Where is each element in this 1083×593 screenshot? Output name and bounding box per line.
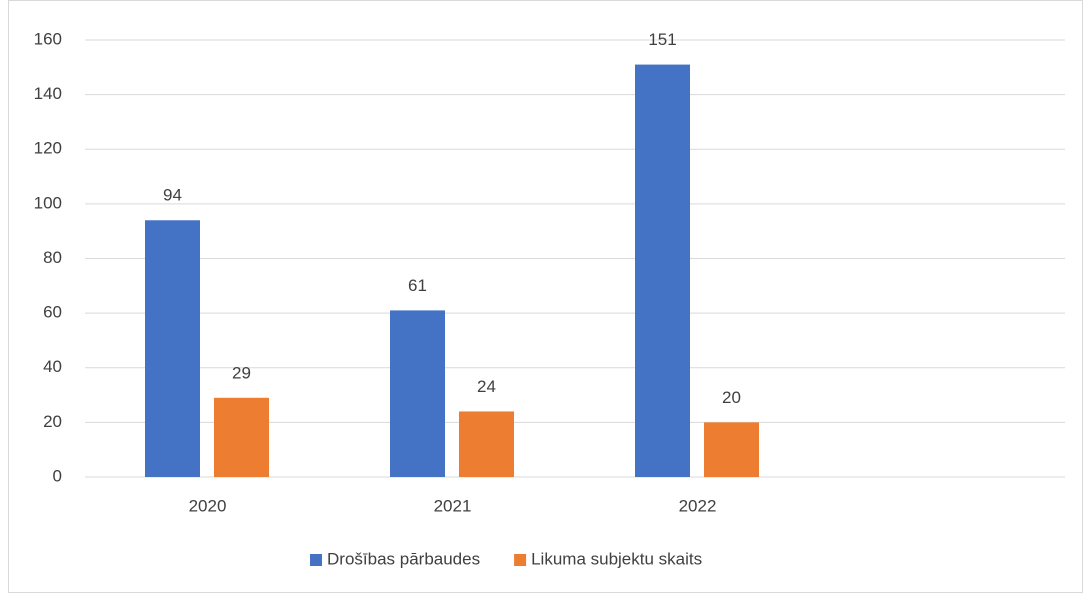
x-tick-label: 2022 <box>679 496 717 515</box>
y-tick-label: 120 <box>34 139 62 158</box>
bar <box>704 422 759 477</box>
y-tick-label: 20 <box>43 412 62 431</box>
y-tick-label: 160 <box>34 29 62 48</box>
y-tick-label: 140 <box>34 84 62 103</box>
data-label: 61 <box>408 276 427 295</box>
x-tick-label: 2021 <box>434 496 472 515</box>
data-label: 24 <box>477 377 496 396</box>
y-tick-label: 40 <box>43 357 62 376</box>
x-tick-label: 2020 <box>189 496 227 515</box>
data-label: 94 <box>163 186 182 205</box>
bar <box>459 411 514 477</box>
data-label: 29 <box>232 363 251 382</box>
legend-label: Likuma subjektu skaits <box>531 549 702 568</box>
bar <box>635 64 690 478</box>
bar <box>390 310 445 477</box>
bar <box>214 397 269 477</box>
legend-swatch <box>310 554 322 566</box>
legend-label: Drošības pārbaudes <box>327 549 480 568</box>
y-tick-label: 80 <box>43 248 62 267</box>
bar <box>145 220 200 477</box>
data-label: 151 <box>648 30 676 49</box>
y-tick-label: 60 <box>43 303 62 322</box>
y-tick-label: 0 <box>53 466 62 485</box>
legend-swatch <box>514 554 527 566</box>
y-tick-label: 100 <box>34 193 62 212</box>
data-label: 20 <box>722 388 741 407</box>
